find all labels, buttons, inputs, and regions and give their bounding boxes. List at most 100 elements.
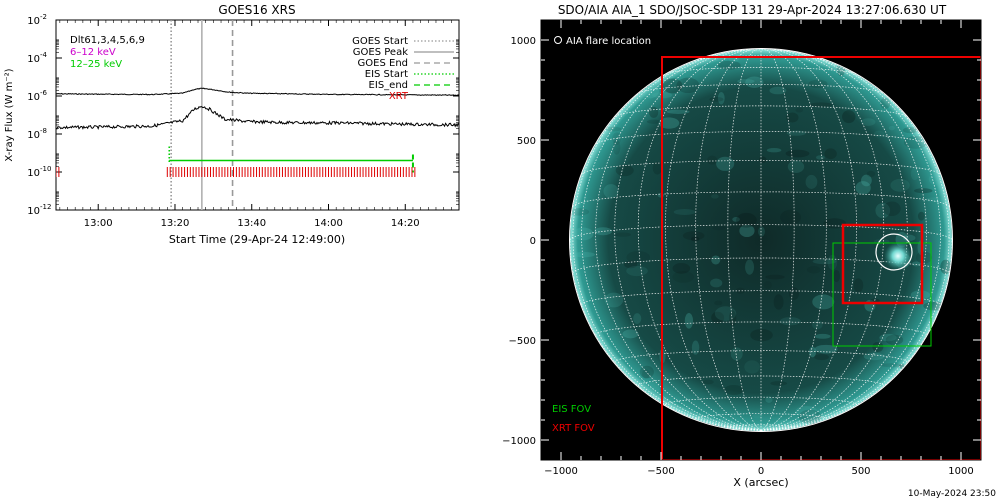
longitude-line <box>570 239 762 431</box>
solar-texture-blob <box>709 96 724 102</box>
goes-y-tick-label: 10 <box>27 54 40 65</box>
solar-texture-blob <box>727 49 740 63</box>
solar-texture-blob <box>786 130 806 136</box>
solar-texture-blob <box>758 226 765 237</box>
solar-texture-blob <box>911 261 921 267</box>
solar-texture-blob <box>855 181 871 195</box>
goes-x-ticks: 13:00 13:20 13:40 14:00 14:20 <box>59 20 460 229</box>
solar-texture-blob <box>758 156 767 164</box>
solar-texture-blob <box>735 287 746 294</box>
solar-texture-blob <box>707 155 718 165</box>
solar-texture-blob <box>765 396 773 403</box>
solar-texture-blob <box>940 259 951 275</box>
solar-texture-blob <box>788 287 800 301</box>
longitude-line <box>727 49 762 431</box>
goes-y-tick-label: 10 <box>27 16 40 27</box>
solar-texture-blob <box>902 127 918 134</box>
solar-texture-blob <box>691 236 700 242</box>
solar-texture-blob <box>736 212 757 228</box>
solar-texture-blob <box>691 340 700 355</box>
solar-texture-blob <box>773 294 784 310</box>
xrt-fov-large-box <box>661 56 981 460</box>
goes-legend-right-entry: EIS_end <box>369 80 408 91</box>
solar-texture-blob <box>639 365 654 379</box>
longitude-line <box>760 49 908 431</box>
solar-texture-blob <box>809 102 833 108</box>
aia-y-tick-label: 0 <box>530 236 536 247</box>
flare-location-circle <box>875 233 913 271</box>
solar-texture-blob <box>885 334 904 346</box>
solar-texture-blob <box>626 265 648 277</box>
longitude-line <box>572 67 762 431</box>
longitude-line <box>760 49 885 431</box>
solar-texture-blob <box>812 294 835 310</box>
goes-series-line-2 <box>56 106 459 131</box>
solar-texture-blob <box>750 328 773 342</box>
goes-title: GOES16 XRS <box>218 3 295 17</box>
aia-y-tick-label: 500 <box>517 136 536 147</box>
goes-y-axis-label: X-ray Flux (W m⁻²) <box>4 68 15 161</box>
longitude-line <box>760 50 927 431</box>
solar-texture-blob <box>860 118 876 126</box>
solar-texture-blob <box>682 231 705 241</box>
goes-y-tick-label: 10 <box>27 130 40 141</box>
solar-texture-blob <box>763 281 772 290</box>
solar-texture-blob <box>827 254 838 270</box>
aia-x-axis-label: X (arcsec) <box>733 476 788 489</box>
solar-texture-blob <box>814 354 829 361</box>
solar-texture-blob <box>875 202 891 219</box>
footer-date: 10-May-2024 23:50 <box>908 489 996 499</box>
solar-texture-blob <box>615 164 634 177</box>
xrt-fov-small-box <box>841 223 924 305</box>
heliographic-grid <box>570 49 952 431</box>
solar-texture-blob <box>717 91 725 105</box>
solar-texture-blob <box>572 227 594 241</box>
solar-texture-blob <box>712 225 726 231</box>
latitude-line <box>614 350 908 363</box>
solar-texture-blob <box>787 160 805 173</box>
aia-x-tick-label: 0 <box>758 466 764 477</box>
goes-series-line-1 <box>56 87 459 97</box>
latitude-line <box>581 160 941 175</box>
xrt-observation-ticks <box>56 167 416 177</box>
solar-texture-blob <box>890 178 910 192</box>
solar-texture-blob <box>880 363 903 368</box>
solar-texture-blob <box>605 126 622 132</box>
solar-texture-blob <box>572 251 595 258</box>
longitude-line <box>760 67 950 431</box>
solar-texture-blob <box>914 188 933 194</box>
goes-y-tick-label: 10 <box>27 206 40 217</box>
solar-texture-blob <box>814 333 831 339</box>
aia-fov-legend: EIS FOV XRT FOV <box>552 404 595 434</box>
goes-y-tick-exponent: -12 <box>40 203 51 211</box>
goes-legend-left-entry: Dlt61,3,4,5,6,9 <box>70 35 145 46</box>
solar-texture-blob <box>917 211 925 221</box>
solar-texture-blob <box>806 266 821 274</box>
solar-texture-blob <box>711 194 719 199</box>
solar-texture-blob <box>652 161 662 175</box>
solar-texture-blob <box>779 317 801 326</box>
solar-texture-blob <box>745 76 764 88</box>
solar-texture-blob <box>646 119 661 124</box>
solar-disk-texture <box>570 49 951 428</box>
solar-texture-blob <box>732 216 740 222</box>
eis-fov-box <box>832 242 932 347</box>
solar-texture-blob <box>716 156 735 171</box>
solar-texture-blob <box>770 381 788 386</box>
solar-texture-blob <box>724 385 744 395</box>
solar-texture-blob <box>594 227 613 236</box>
aia-x-tick-label: 1000 <box>948 466 973 477</box>
goes-y-tick-exponent: -10 <box>40 165 51 173</box>
solar-texture-blob <box>710 278 723 288</box>
aia-y-tick-label: 1000 <box>511 36 536 47</box>
solar-texture-blob <box>902 234 916 242</box>
solar-texture-blob <box>866 170 876 177</box>
goes-y-tick-exponent: -2 <box>40 13 47 21</box>
solar-texture-blob <box>730 347 743 361</box>
solar-texture-blob <box>626 251 651 264</box>
solar-texture-blob <box>786 112 799 123</box>
goes-legend-right-entry: GOES Start <box>352 36 408 47</box>
flare-legend-label: AIA flare location <box>566 36 651 47</box>
longitude-line <box>695 49 762 431</box>
